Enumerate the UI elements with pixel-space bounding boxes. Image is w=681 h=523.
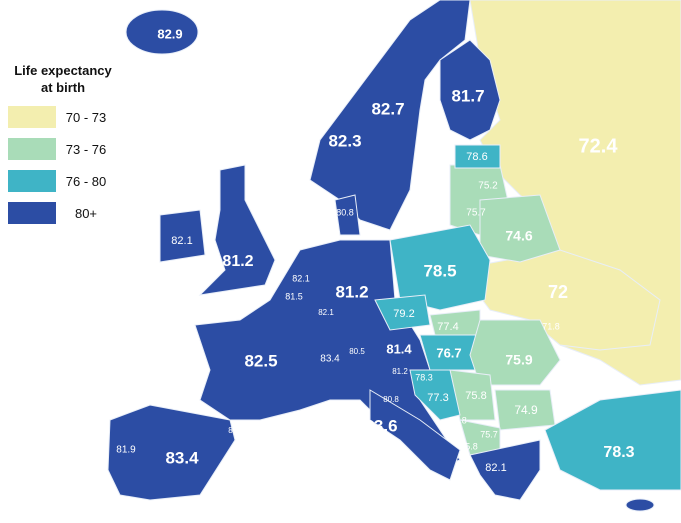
region-label: 81.7 [451,86,484,105]
region-label: 77.3 [427,392,448,404]
region-label: 83.4 [320,354,340,365]
region-label: 72 [548,282,568,302]
region-label: 82.5 [244,351,277,370]
iceland [125,9,199,55]
region-label: 82.1 [318,308,334,317]
greece [469,439,541,501]
region-label: 82.3 [328,131,361,150]
region-label: 78.6 [466,151,487,163]
region-label: 81.2 [335,282,368,301]
region-label: 80.8 [383,395,399,404]
region-label: 81.9 [116,445,136,456]
legend-swatch [8,170,56,192]
turkey [544,389,681,491]
region-label: 75.8 [465,390,486,402]
region-label: 81.2 [222,253,253,270]
region-label: 75.9 [505,352,532,368]
legend-swatch [8,106,56,128]
iberia [107,404,236,501]
region-label: 76.8 [449,415,467,425]
finland [439,39,501,141]
region-label: 75.2 [478,181,498,192]
legend-item: 73 - 76 [8,138,138,160]
region-label: 75.7 [466,208,486,219]
legend-item: 80+ [8,202,138,224]
legend-label: 76 - 80 [65,173,107,189]
region-label: 82.1 [485,462,506,474]
region-label: 74.6 [505,228,532,244]
region-label: 72.4 [579,135,619,157]
legend-item: 76 - 80 [8,170,138,192]
region-label: 85.6 [325,411,341,420]
region-label: 80.5 [349,347,365,356]
region-label: 82.1 [292,273,310,283]
region-label: 76.7 [436,345,461,360]
legend-title: Life expectancy at birth [14,63,112,95]
legend: Life expectancy at birth 70 - 73 73 - 76 7… [8,62,138,224]
region-label: 81.8 [228,426,244,435]
region-label: 75.7 [480,429,498,439]
region-label: 83.4 [165,448,199,467]
legend-item: 70 - 73 [8,106,138,128]
region-label: 77.4 [437,321,458,333]
ireland [159,209,206,263]
region-label: 78 [233,91,242,100]
region-label: 71.8 [542,321,560,331]
italy [369,389,461,481]
region-label: 81.4 [386,341,412,356]
romania [469,319,561,386]
legend-swatch [8,138,56,160]
ukraine [474,249,661,351]
land [107,0,681,512]
estonia [454,144,501,169]
region-label: 82.1 [171,235,192,247]
legend-label: 80+ [74,205,98,221]
region-label: 81.2 [392,367,408,376]
region-label: 82.9 [157,26,182,41]
cyprus [625,498,655,512]
legend-swatch [8,202,56,224]
region-label: 75.8 [460,441,478,451]
region-label: 80.8 [336,207,354,217]
region-label: 81.5 [285,291,303,301]
denmark [334,194,361,236]
region-label: 79.2 [393,308,414,320]
region-label: 83.6 [364,416,397,435]
croatia-bosnia [409,369,461,421]
region-label: 82.7 [371,99,404,118]
region-label: 80.8 [624,511,640,520]
legend-label: 70 - 73 [65,109,107,125]
region-label: 78.3 [603,444,634,461]
region-label: 78.5 [423,261,456,280]
uk [198,164,276,296]
czechia [374,294,431,331]
region-label: 78.3 [415,372,433,382]
legend-label: 73 - 76 [65,141,107,157]
region-label: 74.9 [514,403,538,417]
